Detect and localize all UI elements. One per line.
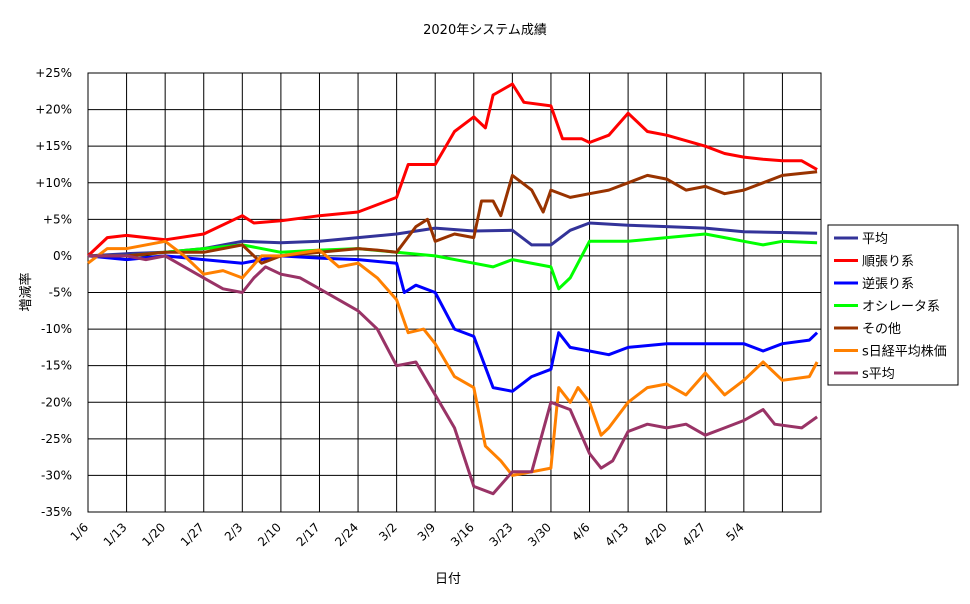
x-tick-label: 3/16 <box>448 520 477 549</box>
y-tick-label: -25% <box>41 432 72 446</box>
x-tick-label: 5/4 <box>723 520 747 544</box>
y-tick-label: -30% <box>41 468 72 482</box>
series-lines <box>86 82 819 496</box>
legend-label: オシレータ系 <box>862 300 940 315</box>
x-tick-label: 3/9 <box>415 520 439 544</box>
x-tick-label: 1/13 <box>101 520 130 549</box>
legend-label: 逆張り系 <box>862 276 914 292</box>
x-axis-ticks: 1/6 1/13 1/20 1/27 2/3 2/10 2/17 2/24 3/2 3/9 3/16… <box>68 520 747 549</box>
x-tick-label: 2/24 <box>332 520 361 549</box>
legend-label: s日経平均株価 <box>862 345 947 360</box>
y-tick-label: -20% <box>41 395 72 409</box>
y-axis-ticks: +25% +20% +15% +10% +5% 0% -5% -10% -15% -20% -25%… <box>35 66 72 519</box>
x-tick-label: 4/13 <box>602 520 631 549</box>
x-tick-label: 1/27 <box>178 520 207 549</box>
x-tick-label: 3/23 <box>487 520 516 549</box>
series-line-5 <box>87 239 819 477</box>
x-tick-label: 4/20 <box>641 520 670 549</box>
x-tick-label: 3/2 <box>376 520 400 544</box>
legend-label: 順張り系 <box>862 255 914 270</box>
y-tick-label: -10% <box>41 322 72 336</box>
y-tick-label: +25% <box>35 66 72 80</box>
y-tick-label: -5% <box>49 286 72 300</box>
x-tick-label: 3/30 <box>525 520 554 549</box>
y-tick-label: 0% <box>53 249 72 263</box>
x-tick-label: 2/10 <box>255 520 284 549</box>
x-tick-label: 4/27 <box>679 520 708 549</box>
x-tick-label: 1/6 <box>68 520 92 544</box>
y-tick-label: +20% <box>35 103 72 117</box>
legend-label: s平均 <box>862 367 895 382</box>
y-tick-label: +10% <box>35 176 72 190</box>
y-tick-label: -35% <box>41 505 72 519</box>
x-axis-label: 日付 <box>435 572 461 587</box>
series-line-1 <box>86 82 818 257</box>
series-line-6 <box>88 254 818 496</box>
x-tick-label: 2/17 <box>294 520 323 549</box>
y-tick-label: -15% <box>41 359 72 373</box>
grid-lines <box>87 72 822 513</box>
series-line-0 <box>87 221 818 258</box>
chart-title: 2020年システム成績 <box>423 23 547 38</box>
y-tick-label: +5% <box>43 212 72 226</box>
x-tick-label: 2/3 <box>222 520 246 544</box>
x-tick-label: 1/20 <box>139 520 168 549</box>
y-axis-label: 増減率 <box>18 272 34 311</box>
legend-label: 平均 <box>862 232 888 247</box>
y-tick-label: +15% <box>35 139 72 153</box>
legend-label: その他 <box>862 322 901 337</box>
x-tick-label: 4/6 <box>569 520 593 544</box>
